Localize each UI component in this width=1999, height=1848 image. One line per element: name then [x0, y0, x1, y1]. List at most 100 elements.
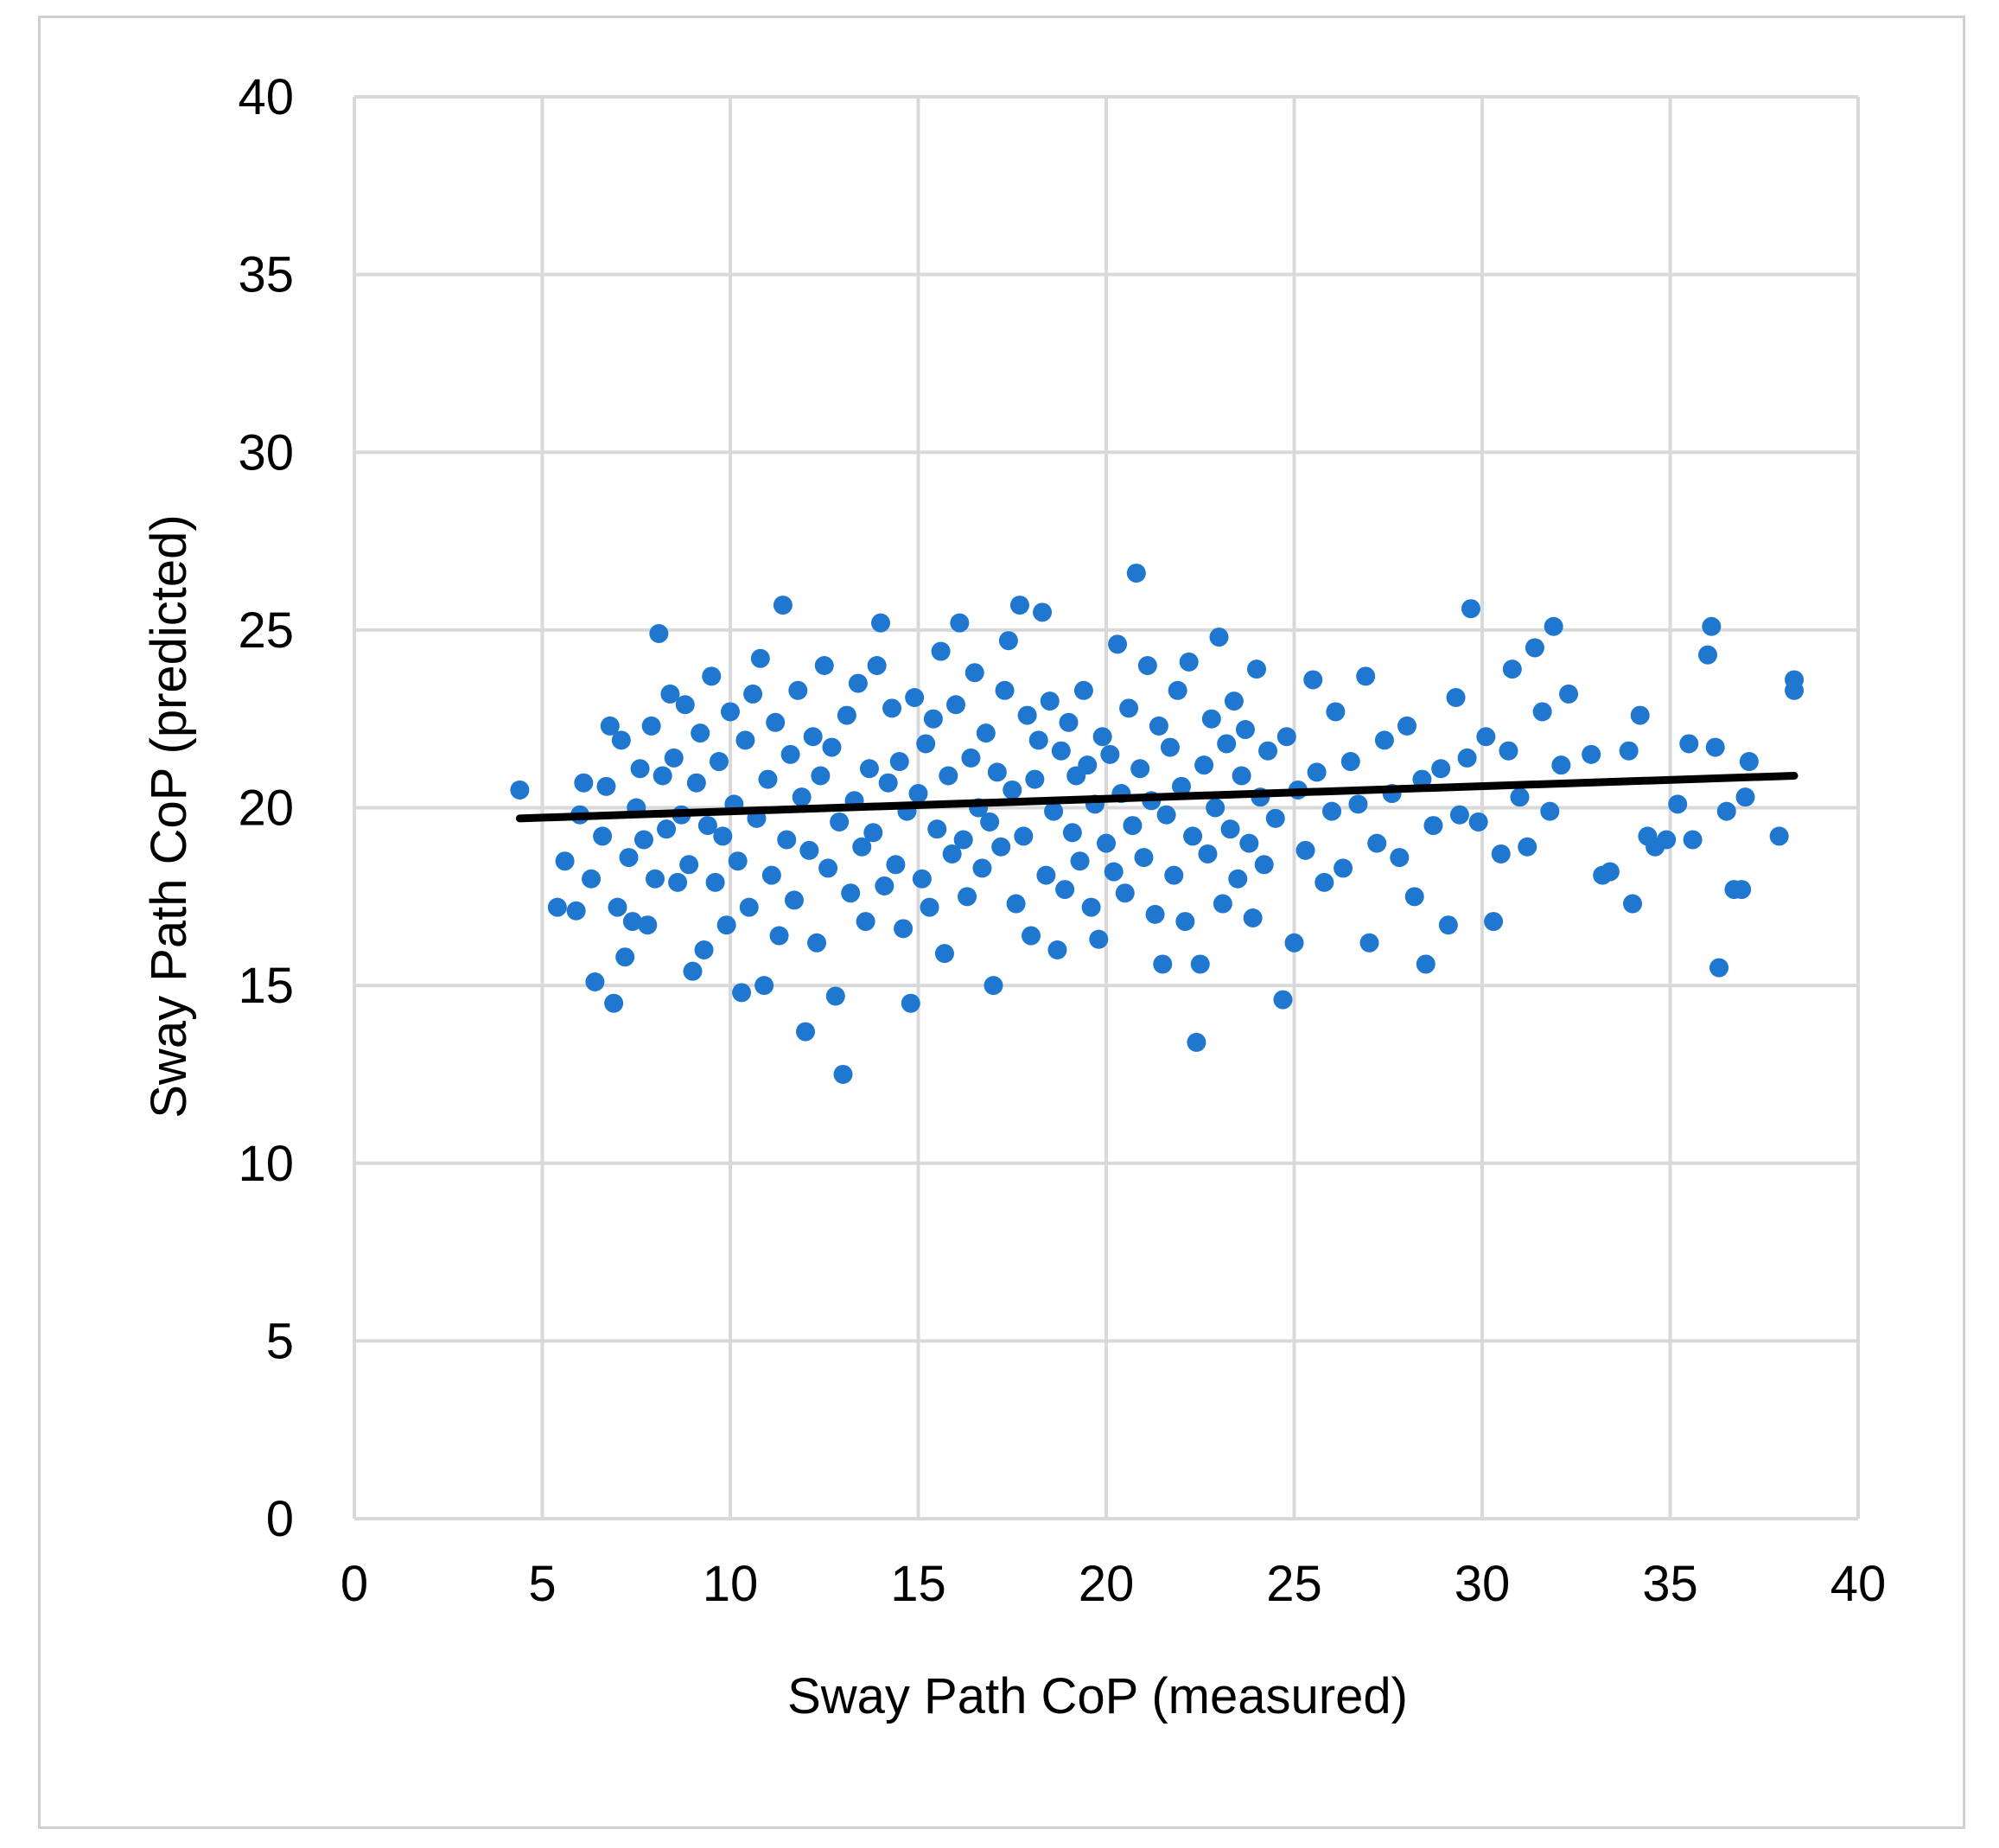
data-point — [1374, 730, 1394, 750]
data-point — [566, 901, 586, 921]
data-point — [1367, 833, 1387, 853]
trendline — [515, 771, 1798, 823]
data-point — [664, 748, 684, 768]
data-point — [1126, 564, 1146, 583]
data-point — [1187, 1032, 1206, 1052]
data-point — [1582, 744, 1601, 764]
data-point — [649, 623, 669, 643]
data-point — [596, 776, 616, 796]
data-point — [822, 737, 842, 757]
data-point — [1491, 844, 1511, 863]
data-point — [1348, 794, 1368, 814]
data-point — [875, 876, 894, 895]
data-point — [1220, 819, 1240, 839]
data-point — [1397, 716, 1416, 736]
data-point — [1438, 915, 1458, 935]
data-point — [1149, 716, 1168, 736]
data-point — [1683, 830, 1703, 850]
data-point — [931, 641, 951, 661]
data-point — [1518, 837, 1537, 857]
data-point — [555, 851, 575, 871]
data-point — [582, 869, 602, 889]
data-point — [547, 897, 567, 917]
data-point — [863, 823, 883, 843]
data-point — [995, 680, 1015, 700]
data-point — [1047, 940, 1067, 959]
data-point — [792, 787, 812, 807]
data-point — [1446, 688, 1466, 708]
data-point — [1232, 766, 1251, 786]
data-point — [953, 830, 973, 850]
data-point — [964, 663, 984, 683]
data-point — [1198, 844, 1218, 863]
data-point — [1206, 798, 1226, 818]
y-tick-label: 15 — [238, 958, 294, 1014]
data-point — [1476, 727, 1496, 747]
data-point — [882, 698, 902, 718]
data-point — [1657, 830, 1677, 850]
data-point — [1679, 734, 1699, 754]
data-point — [728, 851, 748, 871]
data-point — [1551, 755, 1571, 775]
data-point — [905, 688, 925, 708]
data-point — [1284, 933, 1304, 953]
data-point — [1484, 912, 1504, 932]
data-point — [1028, 730, 1048, 750]
data-point — [721, 702, 740, 722]
chart-frame — [38, 16, 1965, 1829]
y-tick-label: 5 — [266, 1313, 294, 1369]
data-point — [1209, 628, 1229, 647]
data-point — [1315, 872, 1334, 892]
data-point — [878, 773, 898, 793]
data-point — [1404, 887, 1424, 907]
data-point — [987, 762, 1007, 782]
data-point — [946, 695, 965, 715]
data-point — [961, 748, 981, 768]
data-point — [859, 759, 879, 779]
data-point — [1108, 634, 1128, 654]
data-point — [735, 730, 755, 750]
data-point — [657, 819, 677, 839]
data-point — [593, 826, 613, 846]
data-point — [668, 872, 688, 892]
data-point — [920, 897, 939, 917]
data-point — [886, 855, 906, 875]
data-point — [1307, 762, 1327, 782]
data-point — [622, 912, 642, 932]
data-point — [1224, 691, 1244, 711]
x-tick-label: 10 — [703, 1556, 759, 1612]
data-point — [679, 855, 699, 875]
data-point — [1213, 894, 1232, 914]
data-point — [1044, 801, 1064, 821]
x-axis-title: Sway Path CoP (measured) — [787, 1668, 1408, 1724]
data-point — [1254, 855, 1274, 875]
data-point — [705, 872, 725, 892]
data-point — [1525, 638, 1544, 658]
data-point — [1145, 904, 1165, 924]
data-point — [803, 727, 823, 747]
data-point — [1340, 752, 1360, 772]
data-point — [1100, 744, 1120, 764]
data-point — [1017, 705, 1037, 725]
data-point — [758, 769, 778, 789]
data-point — [934, 944, 954, 964]
y-tick-label: 30 — [238, 424, 294, 481]
data-point — [1499, 741, 1518, 761]
y-tick-label: 0 — [266, 1491, 294, 1547]
data-point — [1036, 865, 1056, 885]
data-point — [691, 723, 710, 743]
data-point — [510, 780, 530, 800]
data-point — [1243, 908, 1263, 927]
data-point — [1201, 709, 1221, 729]
data-point — [574, 773, 594, 793]
x-tick-label: 0 — [341, 1556, 368, 1612]
data-point — [784, 890, 804, 910]
data-point — [1190, 954, 1210, 974]
data-point — [1025, 769, 1045, 789]
data-point — [1183, 826, 1203, 846]
data-point — [1073, 680, 1093, 700]
data-point — [630, 759, 650, 779]
data-point — [811, 766, 831, 786]
data-point — [976, 723, 996, 743]
data-point — [1735, 787, 1755, 807]
